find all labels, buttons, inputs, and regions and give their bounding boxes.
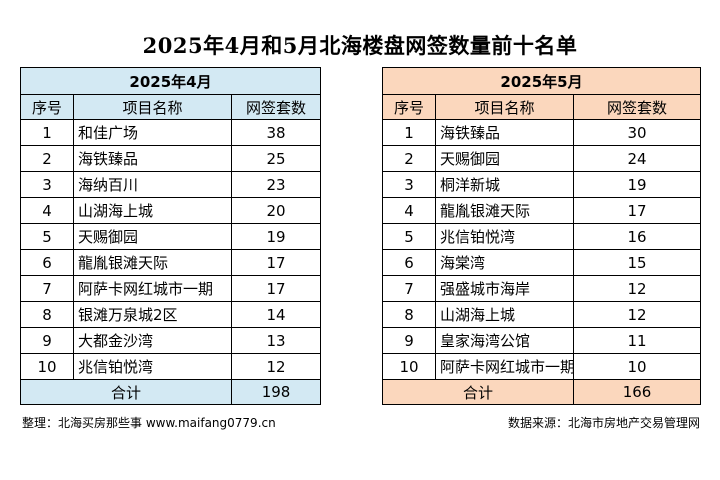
project-name-cell: 海铁臻品: [73, 145, 232, 172]
data-source-note: 数据来源：北海市房地产交易管理网: [507, 416, 700, 430]
project-name-cell: 银滩万泉城2区: [73, 301, 232, 328]
table-row: 4 山湖海上城 20: [20, 197, 322, 224]
may-total-label: 合计: [382, 379, 574, 405]
table-row: 10 兆信铂悦湾 12: [20, 353, 322, 380]
signed-units-cell: 13: [230, 327, 322, 354]
rank-cell: 7: [20, 275, 74, 302]
signed-units-cell: 10: [572, 353, 702, 380]
rank-cell: 10: [382, 353, 436, 380]
rank-cell: 2: [382, 145, 436, 172]
signed-units-cell: 20: [230, 197, 322, 224]
rank-cell: 6: [382, 249, 436, 276]
table-row: 1 和佳广场 38: [20, 119, 322, 146]
project-name-cell: 天赐御园: [435, 145, 574, 172]
rank-cell: 8: [20, 301, 74, 328]
signed-units-cell: 17: [572, 197, 702, 224]
project-name-cell: 大都金沙湾: [73, 327, 232, 354]
rank-cell: 8: [382, 301, 436, 328]
table-row: 1 海铁臻品 30: [382, 119, 702, 146]
project-name-cell: 阿萨卡网红城市一期: [73, 275, 232, 302]
project-name-cell: 兆信铂悦湾: [435, 223, 574, 250]
table-row: 3 桐洋新城 19: [382, 171, 702, 198]
page-title: 2025年4月和5月北海楼盘网签数量前十名单: [142, 33, 578, 58]
signed-units-cell: 38: [230, 119, 322, 146]
project-name-cell: 天赐御园: [73, 223, 232, 250]
may-ranking-table: 2025年5月 序号 项目名称 网签套数 1 海铁臻品 30 2 天赐御园 24 3 桐洋新城…: [381, 67, 702, 405]
rank-cell: 3: [20, 171, 74, 198]
project-name-cell: 海铁臻品: [435, 119, 574, 146]
table-row: 2 天赐御园 24: [382, 145, 702, 172]
signed-units-cell: 19: [572, 171, 702, 198]
may-total-value: 166: [572, 379, 702, 405]
table-row: 6 海棠湾 15: [382, 249, 702, 276]
table-row: 3 海纳百川 23: [20, 171, 322, 198]
project-name-cell: 海棠湾: [435, 249, 574, 276]
signed-units-cell: 17: [230, 275, 322, 302]
table-row: 8 银滩万泉城2区 14: [20, 301, 322, 328]
signed-units-cell: 16: [572, 223, 702, 250]
signed-units-cell: 23: [230, 171, 322, 198]
signed-units-cell: 12: [230, 353, 322, 380]
rank-cell: 10: [20, 353, 74, 380]
rank-cell: 4: [382, 197, 436, 224]
column-header-name: 项目名称: [73, 94, 232, 120]
april-ranking-table: 2025年4月 序号 项目名称 网签套数 1 和佳广场 38 2 海铁臻品 25 3 海纳百川…: [19, 67, 322, 405]
table-row: 2 海铁臻品 25: [20, 145, 322, 172]
rank-cell: 3: [382, 171, 436, 198]
column-header-rank: 序号: [382, 94, 436, 120]
table-row: 9 皇家海湾公馆 11: [382, 327, 702, 354]
april-total-value: 198: [230, 379, 322, 405]
table-row: 6 龍胤银滩天际 17: [20, 249, 322, 276]
table-row: 5 天赐御园 19: [20, 223, 322, 250]
table-row: 4 龍胤银滩天际 17: [382, 197, 702, 224]
column-header-name: 项目名称: [435, 94, 574, 120]
signed-units-cell: 17: [230, 249, 322, 276]
column-header-count: 网签套数: [572, 94, 702, 120]
rank-cell: 1: [20, 119, 74, 146]
rank-cell: 5: [382, 223, 436, 250]
project-name-cell: 山湖海上城: [73, 197, 232, 224]
project-name-cell: 皇家海湾公馆: [435, 327, 574, 354]
signed-units-cell: 25: [230, 145, 322, 172]
signed-units-cell: 24: [572, 145, 702, 172]
signed-units-cell: 11: [572, 327, 702, 354]
project-name-cell: 兆信铂悦湾: [73, 353, 232, 380]
project-name-cell: 龍胤银滩天际: [73, 249, 232, 276]
signed-units-cell: 14: [230, 301, 322, 328]
project-name-cell: 阿萨卡网红城市一期: [435, 353, 574, 380]
project-name-cell: 海纳百川: [73, 171, 232, 198]
rank-cell: 7: [382, 275, 436, 302]
rank-cell: 9: [20, 327, 74, 354]
column-header-rank: 序号: [20, 94, 74, 120]
project-name-cell: 龍胤银滩天际: [435, 197, 574, 224]
table-row: 7 强盛城市海岸 12: [382, 275, 702, 302]
project-name-cell: 强盛城市海岸: [435, 275, 574, 302]
signed-units-cell: 19: [230, 223, 322, 250]
table-row: 7 阿萨卡网红城市一期 17: [20, 275, 322, 302]
project-name-cell: 桐洋新城: [435, 171, 574, 198]
column-header-count: 网签套数: [230, 94, 322, 120]
table-row: 10 阿萨卡网红城市一期 10: [382, 353, 702, 380]
table-row: 5 兆信铂悦湾 16: [382, 223, 702, 250]
april-total-label: 合计: [20, 379, 232, 405]
signed-units-cell: 15: [572, 249, 702, 276]
rank-cell: 6: [20, 249, 74, 276]
compiled-by-note: 整理：北海买房那些事 www.maifang0779.cn: [22, 416, 276, 430]
may-table-header: 2025年5月: [381, 67, 702, 95]
signed-units-cell: 30: [572, 119, 702, 146]
project-name-cell: 和佳广场: [73, 119, 232, 146]
rank-cell: 1: [382, 119, 436, 146]
rank-cell: 4: [20, 197, 74, 224]
table-row: 8 山湖海上城 12: [382, 301, 702, 328]
project-name-cell: 山湖海上城: [435, 301, 574, 328]
rank-cell: 2: [20, 145, 74, 172]
table-row: 9 大都金沙湾 13: [20, 327, 322, 354]
signed-units-cell: 12: [572, 275, 702, 302]
rank-cell: 9: [382, 327, 436, 354]
april-table-header: 2025年4月: [19, 67, 322, 95]
rank-cell: 5: [20, 223, 74, 250]
signed-units-cell: 12: [572, 301, 702, 328]
